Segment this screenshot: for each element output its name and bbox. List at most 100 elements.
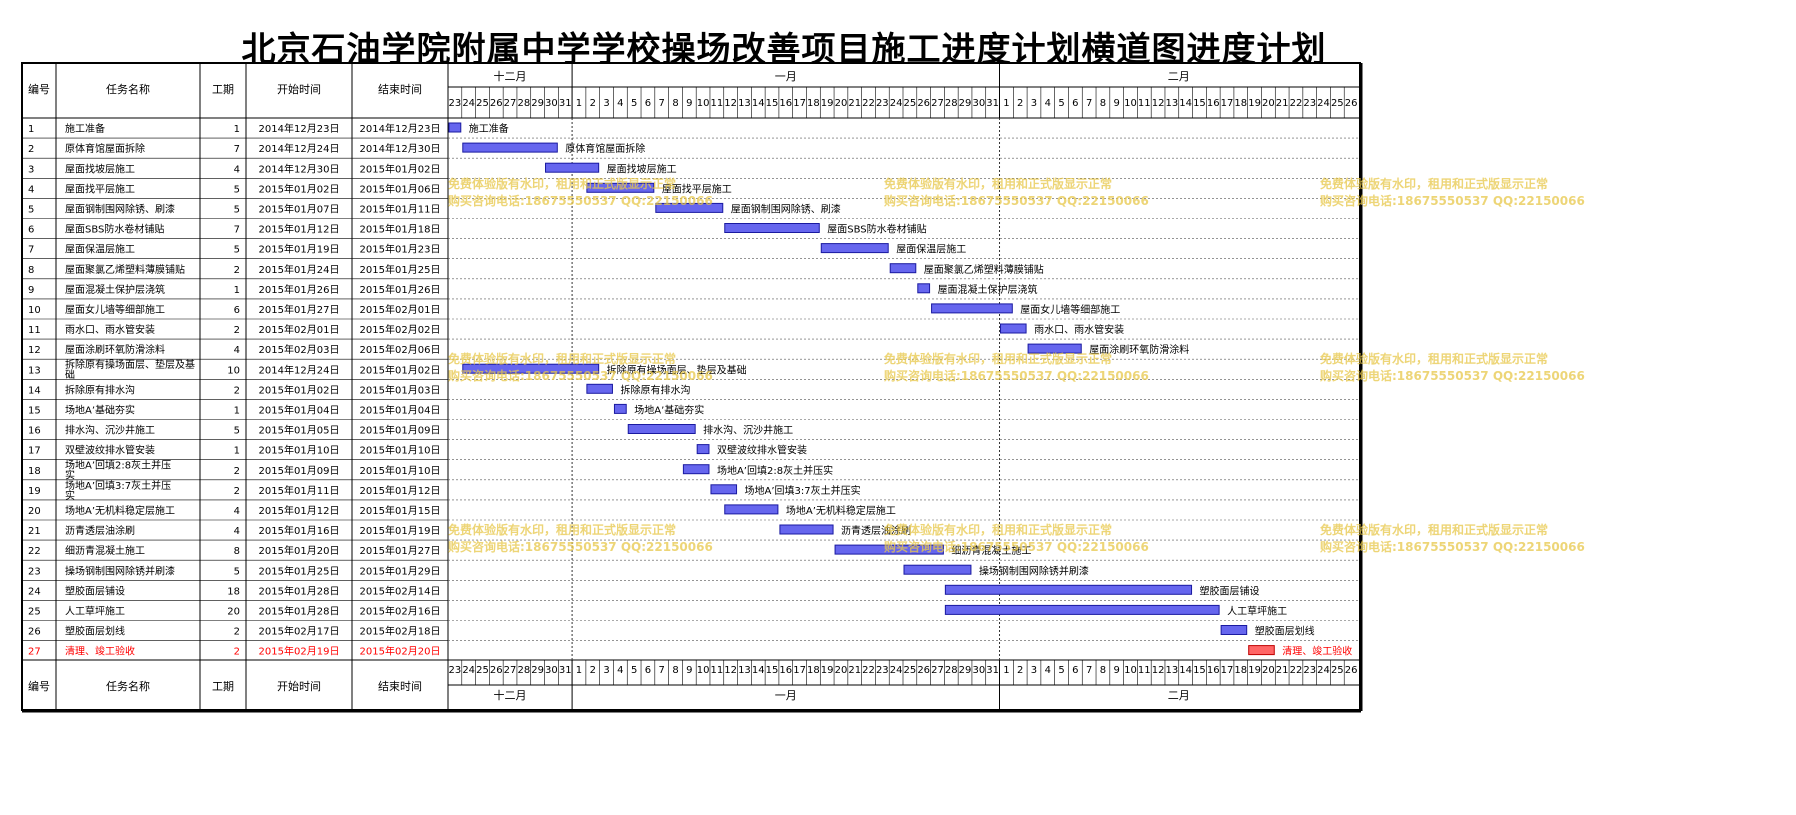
task-duration: 4 — [234, 526, 240, 537]
task-start: 2015年01月04日 — [259, 403, 340, 416]
gantt-bar — [710, 484, 738, 495]
day-label: 30 — [545, 98, 558, 109]
task-start: 2015年01月28日 — [259, 584, 340, 597]
footer-day-label: 6 — [645, 665, 651, 676]
bar-label: 原体育馆屋面拆除 — [565, 142, 645, 155]
task-duration: 8 — [234, 546, 240, 557]
task-end: 2015年01月10日 — [360, 464, 441, 477]
gantt-bar — [903, 564, 972, 575]
day-label: 5 — [631, 98, 637, 109]
bar-label: 屋面找坡层施工 — [607, 162, 677, 175]
footer-day-label: 1 — [1003, 665, 1009, 676]
day-label: 12 — [724, 98, 737, 109]
task-end: 2015年01月02日 — [360, 363, 441, 376]
footer-column-header: 工期 — [212, 680, 234, 693]
task-id: 2 — [28, 144, 34, 155]
task-end: 2015年01月27日 — [360, 544, 441, 557]
footer-day-label: 23 — [1303, 665, 1316, 676]
task-start: 2015年01月28日 — [259, 604, 340, 617]
bar-label: 塑胶面层铺设 — [1200, 584, 1260, 597]
day-label: 24 — [1317, 98, 1330, 109]
day-label: 18 — [1234, 98, 1247, 109]
footer-day-label: 21 — [848, 665, 861, 676]
footer-day-label: 18 — [1234, 665, 1247, 676]
day-label: 23 — [449, 98, 462, 109]
task-name-cont: 实 — [65, 469, 75, 482]
gantt-bar — [448, 122, 462, 133]
gantt-bar — [944, 604, 1220, 615]
task-duration: 5 — [234, 566, 240, 577]
footer-day-label: 25 — [476, 665, 489, 676]
task-start: 2015年02月01日 — [259, 323, 340, 336]
footer-day-label: 20 — [835, 665, 848, 676]
bar-label: 屋面聚氯乙烯塑料薄膜铺贴 — [924, 263, 1044, 276]
task-start: 2015年01月26日 — [259, 283, 340, 296]
footer-day-label: 21 — [1276, 665, 1289, 676]
task-name: 场地A’无机料稳定层施工 — [65, 504, 175, 517]
footer-day-label: 25 — [904, 665, 917, 676]
footer-day-label: 23 — [876, 665, 889, 676]
day-label: 25 — [476, 98, 489, 109]
footer-day-label: 24 — [462, 665, 475, 676]
day-label: 19 — [1248, 98, 1261, 109]
task-duration: 2 — [234, 486, 240, 497]
task-id: 14 — [28, 385, 41, 396]
day-label: 9 — [1114, 98, 1120, 109]
task-name: 场地A’回填3:7灰土并压 — [65, 479, 171, 492]
bar-label: 细沥青混凝土施工 — [951, 544, 1031, 557]
bar-label: 排水沟、沉沙井施工 — [703, 424, 793, 437]
task-duration: 18 — [227, 586, 240, 597]
month-label: 二月 — [1168, 70, 1190, 83]
day-label: 30 — [972, 98, 985, 109]
footer-day-label: 31 — [986, 665, 999, 676]
task-duration: 7 — [234, 225, 240, 236]
column-header: 任务名称 — [106, 82, 150, 96]
bar-label: 屋面混凝土保护层浇筑 — [938, 283, 1038, 296]
bar-label: 施工准备 — [469, 122, 509, 135]
task-id: 11 — [28, 325, 41, 336]
footer-day-label: 30 — [545, 665, 558, 676]
footer-month-label: 十二月 — [494, 688, 527, 702]
day-label: 9 — [686, 98, 692, 109]
day-label: 6 — [645, 98, 651, 109]
footer-day-label: 5 — [631, 665, 637, 676]
task-name-cont: 础 — [65, 369, 75, 381]
table-frame — [21, 62, 1361, 711]
task-start: 2015年01月25日 — [259, 564, 340, 577]
task-duration: 2 — [234, 325, 240, 336]
day-label: 15 — [766, 98, 779, 109]
day-label: 3 — [603, 98, 609, 109]
day-label: 12 — [1152, 98, 1165, 109]
bar-label: 场地A’基础夯实 — [634, 403, 704, 416]
day-label: 6 — [1072, 98, 1078, 109]
gantt-bar — [1000, 323, 1027, 334]
task-id: 18 — [28, 466, 41, 477]
footer-day-label: 24 — [890, 665, 903, 676]
task-end: 2015年02月18日 — [360, 625, 441, 638]
day-label: 28 — [517, 98, 530, 109]
task-duration: 5 — [234, 204, 240, 215]
footer-day-label: 22 — [862, 665, 875, 676]
task-start: 2015年02月19日 — [259, 645, 340, 658]
task-end: 2015年01月04日 — [360, 403, 441, 416]
day-label: 27 — [931, 98, 944, 109]
footer-day-label: 5 — [1058, 665, 1064, 676]
task-duration: 5 — [234, 245, 240, 256]
task-start: 2015年01月02日 — [259, 383, 340, 396]
task-end: 2015年02月14日 — [360, 584, 441, 597]
task-start: 2015年01月05日 — [259, 424, 340, 437]
task-id: 22 — [28, 546, 41, 557]
month-label: 一月 — [775, 70, 797, 83]
task-start: 2014年12月24日 — [259, 142, 340, 155]
gantt-bar — [613, 403, 627, 414]
task-name-cont: 实 — [65, 489, 75, 502]
day-label: 5 — [1058, 98, 1064, 109]
task-start: 2014年12月30日 — [259, 162, 340, 175]
task-start: 2015年01月11日 — [259, 484, 340, 497]
bar-label: 拆除原有排水沟 — [620, 383, 690, 396]
day-label: 13 — [1165, 98, 1178, 109]
task-end: 2015年01月29日 — [360, 564, 441, 577]
task-id: 16 — [28, 426, 41, 437]
task-name: 场地A’回填2:8灰土并压 — [65, 459, 171, 472]
